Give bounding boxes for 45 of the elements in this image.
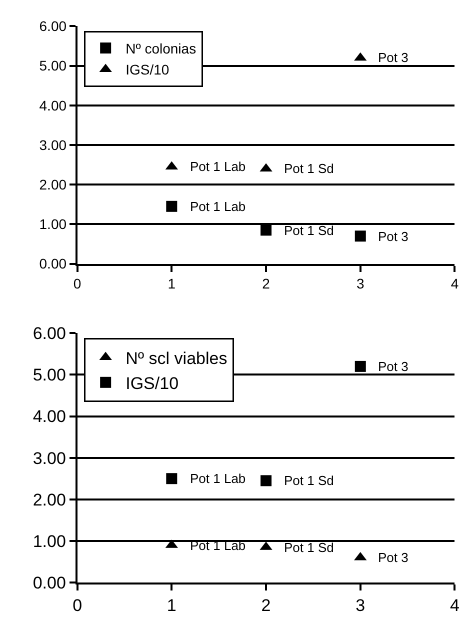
x-tick-label: 0 — [73, 276, 82, 292]
annotation: Pot 1 Lab — [190, 199, 246, 214]
x-tick-label: 3 — [356, 276, 364, 292]
point — [166, 473, 178, 484]
y-tick-label: 0.00 — [39, 256, 67, 272]
annotation: Pot 3 — [378, 550, 408, 565]
y-tick-label: 3.00 — [39, 136, 67, 153]
point — [260, 475, 272, 486]
annotation: Pot 1 Sd — [284, 473, 334, 488]
x-tick-label: 3 — [356, 596, 366, 615]
point — [260, 224, 272, 236]
y-tick-label: 4.00 — [39, 97, 67, 114]
x-tick-label: 1 — [166, 596, 176, 615]
x-tick-label: 2 — [261, 596, 271, 615]
y-tick-label: 5.00 — [39, 58, 67, 74]
y-tick-label: 1.00 — [39, 216, 67, 232]
y-tick-label: 4.00 — [32, 407, 66, 426]
x-tick-label: 0 — [72, 596, 82, 615]
y-tick-label: 0.00 — [32, 573, 66, 592]
x-tick-label: 4 — [450, 276, 459, 292]
legend-label: IGS/10 — [126, 374, 179, 393]
annotation: Pot 3 — [378, 359, 408, 374]
x-tick-label: 4 — [450, 596, 460, 615]
annotation: Pot 3 — [378, 50, 408, 65]
annotation: Pot 1 Sd — [284, 540, 334, 555]
y-tick-label: 2.00 — [32, 490, 66, 510]
point — [354, 360, 366, 372]
legend-label: IGS/10 — [126, 62, 170, 78]
annotation: Pot 3 — [378, 229, 408, 244]
point — [354, 230, 366, 242]
y-tick-label: 6.00 — [39, 18, 67, 34]
annotation: Pot 1 Sd — [284, 161, 334, 176]
annotation: Pot 1 Lab — [190, 159, 246, 174]
y-tick-label: 1.00 — [32, 532, 66, 551]
y-tick-label: 6.00 — [32, 324, 66, 344]
legend-label: Nº colonias — [126, 40, 196, 57]
x-tick-label: 2 — [262, 276, 270, 292]
y-tick-label: 2.00 — [39, 176, 67, 192]
x-tick-label: 1 — [168, 276, 176, 292]
y-tick-label: 3.00 — [32, 448, 66, 468]
legend-label: Nº scl viables — [126, 348, 228, 368]
y-tick-label: 5.00 — [32, 366, 66, 385]
point — [166, 200, 178, 212]
annotation: Pot 1 Sd — [284, 223, 334, 238]
annotation: Pot 1 Lab — [190, 471, 246, 486]
